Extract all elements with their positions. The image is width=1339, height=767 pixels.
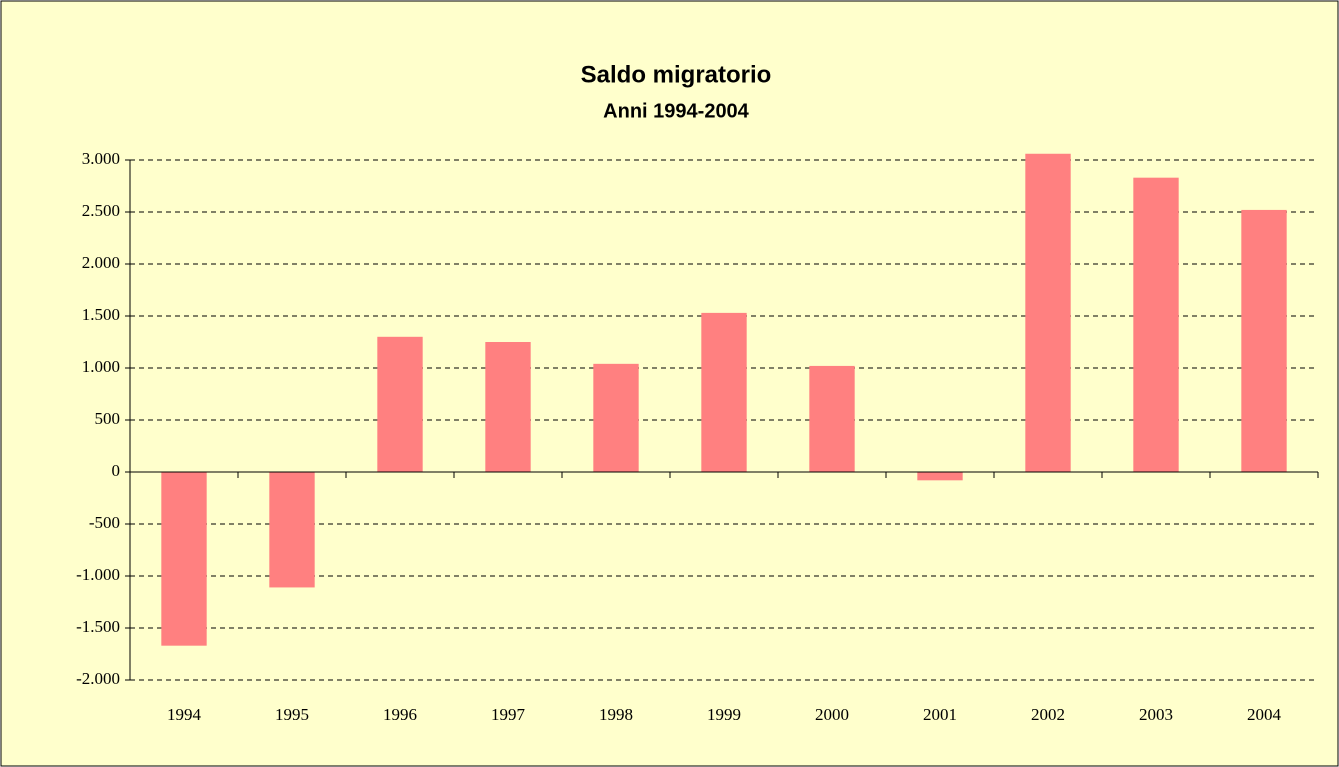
y-tick-label: 500 [95,409,121,428]
y-tick-label: 3.000 [82,149,120,168]
y-tick-label: -2.000 [76,669,120,688]
x-tick-label: 1996 [383,705,417,724]
bar [1025,153,1071,472]
x-tick-label: 1997 [491,705,526,724]
y-tick-label: -1.500 [76,617,120,636]
y-tick-label: 2.000 [82,253,120,272]
y-tick-label: 1.500 [82,305,120,324]
x-tick-label: 1995 [275,705,309,724]
bar [917,472,963,481]
bar [269,472,315,588]
x-tick-label: 2002 [1031,705,1065,724]
x-tick-label: 2001 [923,705,957,724]
bar [1133,177,1179,472]
bar [161,472,207,646]
bar [593,363,639,472]
x-tick-label: 1998 [599,705,633,724]
y-tick-label: -500 [89,513,120,532]
chart-subtitle: Anni 1994-2004 [603,100,750,122]
x-tick-label: 2004 [1247,705,1282,724]
x-tick-label: 1994 [167,705,202,724]
chart-title: Saldo migratorio [581,61,772,88]
x-tick-label: 2003 [1139,705,1173,724]
x-tick-label: 2000 [815,705,849,724]
y-tick-label: 0 [112,461,121,480]
y-tick-label: 2.500 [82,201,120,220]
bar [701,312,747,472]
y-tick-label: 1.000 [82,357,120,376]
y-tick-label: -1.000 [76,565,120,584]
bar [809,365,855,472]
bar [377,336,423,472]
x-tick-label: 1999 [707,705,741,724]
bar [1241,209,1287,473]
bar [485,342,531,472]
